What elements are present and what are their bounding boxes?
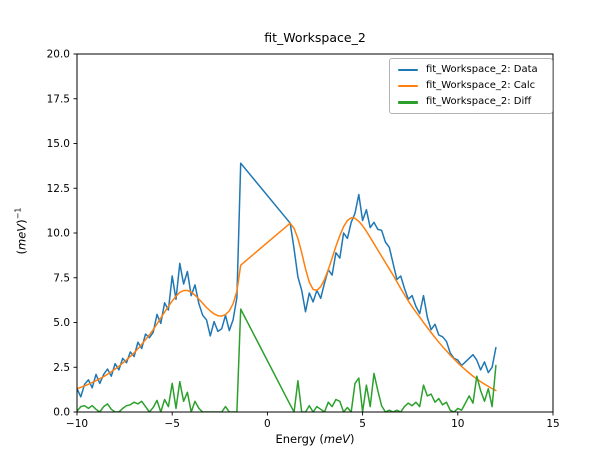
x-tick-label: 0 (264, 418, 271, 430)
y-tick-label: 12.5 (47, 183, 70, 195)
y-tick-label: 10.0 (47, 228, 70, 240)
x-tick-label: 15 (546, 418, 559, 430)
chart-title: fit_Workspace_2 (264, 30, 366, 45)
legend-line-swatch-diff (398, 101, 418, 104)
legend-label: fit_Workspace_2: Data (426, 63, 538, 75)
legend-box[interactable]: fit_Workspace_2: Data fit_Workspace_2: C… (389, 58, 553, 114)
x-axis-label-unit: meV (323, 432, 351, 446)
y-tick-label: 0.0 (53, 407, 70, 419)
series-line-diff (77, 308, 497, 412)
legend-item-data: fit_Workspace_2: Data (398, 62, 544, 77)
legend-item-diff: fit_Workspace_2: Diff (398, 95, 544, 110)
series-line-data (77, 162, 497, 398)
y-axis-label-unit: meV (14, 223, 29, 250)
legend-line-swatch-data (398, 68, 418, 71)
x-tick-label: −10 (66, 418, 88, 430)
legend-line-swatch-calc (398, 84, 418, 88)
legend-label: fit_Workspace_2: Calc (426, 80, 536, 91)
x-tick-label: 10 (451, 418, 464, 430)
series-line-calc (77, 217, 497, 392)
x-tick-label: 5 (359, 418, 366, 430)
x-axis-label-suffix: ) (350, 432, 355, 446)
x-tick-label: −5 (164, 418, 179, 430)
axes-spines (76, 53, 554, 413)
y-tick-label: 2.5 (53, 362, 70, 374)
y-axis-label: (meV)−1 (14, 208, 29, 255)
y-tick-label: 7.5 (53, 272, 70, 284)
y-axis-label-exponent: −1 (13, 207, 23, 220)
y-tick-label: 15.0 (47, 138, 70, 150)
y-tick-label: 5.0 (53, 317, 70, 329)
y-tick-label: 17.5 (47, 93, 70, 105)
legend-item-calc: fit_Workspace_2: Calc (398, 79, 544, 94)
x-axis-label: Energy (meV) (77, 432, 553, 446)
x-axis-label-prefix: Energy ( (275, 432, 324, 446)
y-tick-label: 20.0 (47, 49, 70, 61)
y-axis-label-suffix: ) (14, 219, 29, 224)
legend-label: fit_Workspace_2: Diff (426, 96, 532, 108)
y-axis-label-prefix: ( (14, 249, 29, 255)
